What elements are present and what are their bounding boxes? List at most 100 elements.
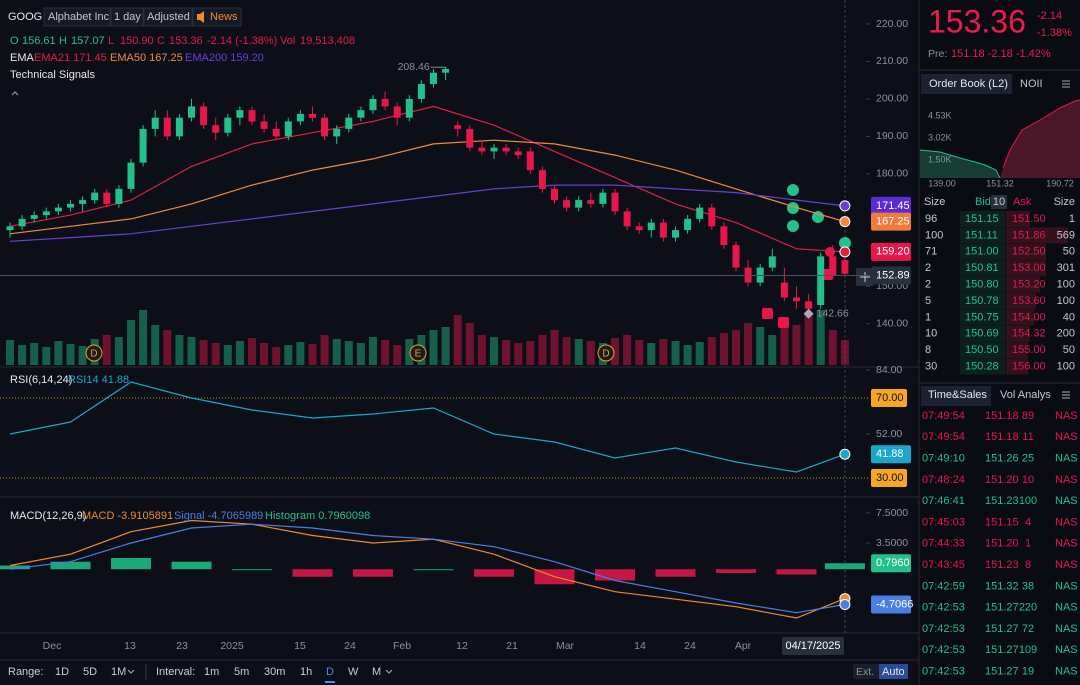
tab[interactable]: Time&Sales: [928, 389, 987, 401]
ohlc-key: C: [157, 35, 165, 47]
technical-signals[interactable]: Technical Signals: [10, 69, 95, 81]
ts-time: 07:44:33: [922, 538, 965, 550]
ask-bg: [1006, 358, 1028, 375]
ext[interactable]: Ext.: [856, 666, 874, 678]
ask-price: 153.00: [1012, 262, 1046, 274]
line-series: [9, 523, 846, 614]
histogram-bar: [413, 569, 454, 571]
bid-size: 71: [925, 246, 937, 258]
volume-bar: [586, 341, 595, 365]
ts-exchange: NAS: [1055, 538, 1078, 550]
ask-size: 40: [1063, 311, 1075, 323]
ask-price: 154.00: [1012, 311, 1046, 323]
ts-size: 1: [1025, 538, 1031, 550]
depth-y-label: 4.53K: [928, 110, 952, 120]
interval[interactable]: 1 day: [114, 11, 141, 23]
interval-button[interactable]: D: [326, 666, 334, 678]
candle-body: [296, 113, 304, 122]
event-label: D: [602, 349, 609, 360]
y-tick-label: 3.5000: [876, 537, 908, 549]
ts-time: 07:48:24: [922, 474, 965, 486]
range-button[interactable]: 5D: [83, 666, 97, 678]
volume-bar: [816, 310, 825, 365]
interval-button[interactable]: 1h: [300, 666, 312, 678]
ask-price: 152.50: [1012, 246, 1046, 258]
menu-icon[interactable]: [1062, 391, 1070, 399]
ask-size: 569: [1057, 229, 1075, 241]
macd-title: MACD(12,26,9): [10, 510, 86, 522]
candle-body: [163, 117, 171, 137]
tab[interactable]: Vol Analys: [1000, 389, 1051, 401]
volume-bar: [562, 337, 571, 365]
ask-bg: [1006, 227, 1068, 244]
news-box[interactable]: [192, 7, 242, 27]
event-marker[interactable]: [597, 344, 615, 362]
price-tag-label: 159.20: [876, 246, 910, 258]
event-marker[interactable]: [409, 344, 427, 362]
x-tick-label: 12: [456, 640, 468, 652]
candle-body: [381, 98, 389, 107]
volume-bar: [332, 339, 341, 365]
ask-size: 100: [1057, 279, 1075, 291]
candle-body: [151, 117, 159, 129]
ema-legend-item: EMA50 167.25: [110, 52, 183, 64]
volume-bar: [102, 335, 111, 365]
range-button[interactable]: 1M: [111, 666, 126, 678]
ts-time: 07:42:53: [922, 623, 965, 635]
volume-bar: [659, 339, 668, 365]
event-label: E: [415, 349, 422, 360]
line-series: [9, 184, 845, 242]
interval-button[interactable]: 1m: [204, 666, 219, 678]
tab-active[interactable]: [921, 386, 991, 406]
candle-body: [248, 110, 256, 122]
ts-price: 151.18: [985, 431, 1019, 443]
candle-body: [841, 260, 849, 274]
ext-button[interactable]: [853, 664, 879, 679]
adjusted-box[interactable]: [143, 7, 193, 27]
bid-bg: [960, 325, 1005, 342]
collapse-icon[interactable]: [11, 91, 19, 96]
menu-icon[interactable]: [1062, 80, 1070, 88]
volume-bar: [187, 337, 196, 365]
ohlc-value: 156.61: [22, 35, 56, 47]
x-tick-label: Feb: [393, 640, 411, 652]
tab-active[interactable]: [921, 74, 1012, 94]
candle-body: [768, 256, 776, 268]
tab[interactable]: Order Book (L2): [929, 78, 1008, 90]
adjusted[interactable]: Adjusted: [147, 11, 190, 23]
news[interactable]: News: [210, 11, 238, 23]
volume-bar: [223, 345, 232, 365]
ts-price: 151.18: [985, 410, 1019, 422]
level-box: [991, 195, 1007, 209]
interval-button[interactable]: W: [348, 666, 359, 678]
volume-bar: [574, 339, 583, 365]
x-tick-label: 21: [506, 640, 518, 652]
candle-body: [526, 151, 534, 171]
interval-button[interactable]: M: [372, 666, 381, 678]
auto[interactable]: Auto: [882, 666, 905, 678]
ask-size: 200: [1057, 328, 1075, 340]
ask-price: 155.00: [1012, 344, 1046, 356]
interval-button[interactable]: 5m: [234, 666, 249, 678]
interval-box[interactable]: [110, 7, 144, 27]
ts-time: 07:49:54: [922, 410, 965, 422]
rsi-value: 41.88: [102, 374, 130, 386]
histogram-bar: [232, 569, 272, 571]
volume-bar: [732, 330, 740, 365]
interval-button[interactable]: 30m: [264, 666, 285, 678]
candle-body: [720, 226, 728, 246]
ema-value: 159.20: [230, 52, 264, 64]
ohlc-value: 150.90: [120, 35, 154, 47]
y-tick-label: 140.00: [876, 318, 908, 330]
symbol[interactable]: GOOG: [8, 11, 42, 23]
event-marker[interactable]: [85, 344, 103, 362]
auto-button[interactable]: [879, 664, 908, 679]
ema-end: [839, 200, 851, 212]
bid-size: 1: [925, 311, 931, 323]
ob-column: 10: [993, 196, 1005, 208]
range-button[interactable]: 1D: [55, 666, 69, 678]
ask-price: 156.00: [1012, 361, 1046, 373]
tab[interactable]: NOII: [1020, 78, 1043, 90]
candle-body: [91, 192, 99, 201]
candle-body: [502, 147, 510, 152]
